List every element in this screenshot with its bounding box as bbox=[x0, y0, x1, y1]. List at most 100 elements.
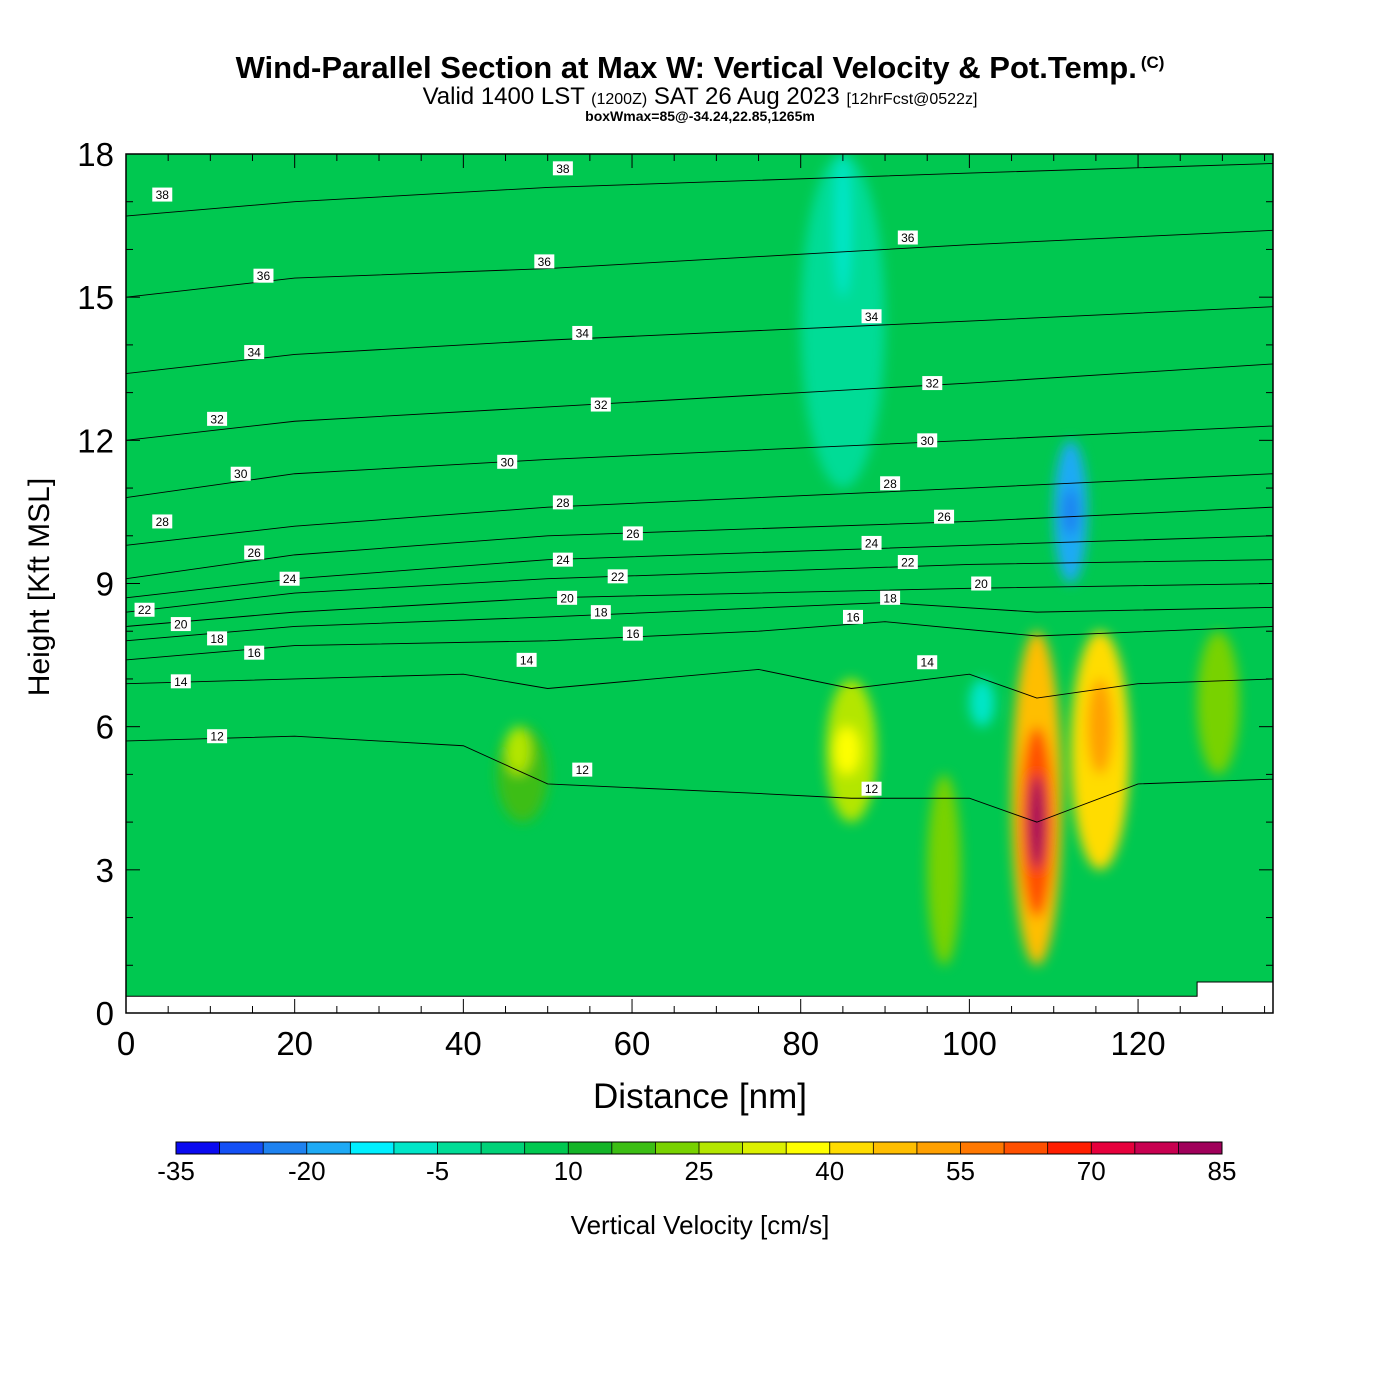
contour-label-box bbox=[572, 325, 593, 340]
colorbar-tick-label: 40 bbox=[815, 1156, 844, 1186]
y-tick-label: 0 bbox=[96, 995, 114, 1032]
contour-label-box bbox=[552, 161, 573, 176]
colorbar-swatch bbox=[176, 1142, 221, 1154]
colorbar-swatch bbox=[263, 1142, 308, 1154]
theta-contour-line bbox=[126, 229, 1273, 298]
contour-label: 30 bbox=[234, 467, 248, 481]
velocity-cell bbox=[834, 726, 860, 775]
contour-label: 20 bbox=[560, 591, 574, 605]
contour-label: 36 bbox=[901, 231, 915, 245]
theta-contour-line bbox=[126, 583, 1273, 627]
colorbar-swatch bbox=[306, 1142, 351, 1154]
valid-time: Valid 1400 LST bbox=[422, 83, 585, 110]
contour-label: 16 bbox=[248, 646, 262, 660]
x-tick-label: 60 bbox=[614, 1025, 651, 1062]
theta-contour-line bbox=[126, 668, 1273, 699]
contour-label-box bbox=[170, 617, 191, 632]
theta-contour-line bbox=[126, 735, 1273, 823]
velocity-cell bbox=[1062, 488, 1080, 536]
contour-label: 30 bbox=[921, 434, 935, 448]
colorbar-swatch bbox=[481, 1142, 526, 1154]
contour-label: 16 bbox=[846, 610, 860, 624]
contour-label-box bbox=[861, 535, 882, 550]
contour-label-box bbox=[572, 762, 593, 777]
colorbar-tick-label: 25 bbox=[685, 1156, 714, 1186]
colorbar-swatch bbox=[524, 1142, 569, 1154]
contour-label-box bbox=[230, 466, 251, 481]
contour-label: 12 bbox=[210, 730, 224, 744]
contour-label-box bbox=[552, 552, 573, 567]
contour-label-box bbox=[934, 509, 955, 524]
contour-label-box bbox=[897, 555, 918, 570]
contour-label: 32 bbox=[594, 398, 608, 412]
contour-label-box bbox=[590, 397, 611, 412]
colorbar-swatch bbox=[655, 1142, 700, 1154]
contour-label-box bbox=[897, 230, 918, 245]
contour-label-box bbox=[152, 514, 173, 529]
contour-label: 28 bbox=[556, 496, 570, 510]
colorbar-tick-label: 10 bbox=[554, 1156, 583, 1186]
y-tick-label: 6 bbox=[96, 709, 114, 746]
contour-label: 24 bbox=[283, 572, 297, 586]
colorbar-frame bbox=[175, 1141, 1223, 1155]
contour-label-box bbox=[244, 345, 265, 360]
contour-label-box bbox=[880, 476, 901, 491]
contour-label-box bbox=[861, 781, 882, 796]
colorbar: -35 -20 -5 10 25 40 55 70 85 bbox=[157, 1141, 1236, 1186]
colorbar-tick-label: -35 bbox=[157, 1156, 195, 1186]
velocity-cell bbox=[927, 774, 961, 966]
valid-date: SAT 26 Aug 2023 bbox=[653, 83, 840, 110]
contour-label-box bbox=[552, 495, 573, 510]
contour-label: 24 bbox=[556, 553, 570, 567]
chart-subtitle: Valid 1400 LST (1200Z) SAT 26 Aug 2023 [… bbox=[0, 83, 1400, 111]
contour-label: 26 bbox=[626, 527, 640, 541]
contour-label-box bbox=[971, 576, 992, 591]
velocity-field bbox=[497, 154, 1240, 966]
contour-label: 18 bbox=[883, 591, 897, 605]
contour-label-box bbox=[244, 645, 265, 660]
colorbar-swatch bbox=[437, 1142, 482, 1154]
theta-contour-line bbox=[126, 621, 1273, 661]
theta-contour-line bbox=[126, 363, 1273, 441]
contour-label-box bbox=[622, 526, 643, 541]
chart-title-text: Wind-Parallel Section at Max W: Vertical… bbox=[235, 50, 1137, 85]
contour-labels: 38 38 36 36 36 34 34 34 32 32 32 30 30 30 28 28 28 26 26 26… bbox=[134, 161, 992, 796]
colorbar-swatch bbox=[916, 1142, 961, 1154]
terrain-fill bbox=[126, 981, 1273, 1013]
contour-label: 38 bbox=[556, 162, 570, 176]
contour-label-box bbox=[842, 609, 863, 624]
contour-label: 24 bbox=[865, 536, 879, 550]
contour-label-box bbox=[170, 674, 191, 689]
colorbar-tick-label: -5 bbox=[426, 1156, 449, 1186]
contour-label: 20 bbox=[174, 618, 188, 632]
contour-label: 36 bbox=[538, 255, 552, 269]
contour-label-box bbox=[880, 590, 901, 605]
x-tick-label: 20 bbox=[276, 1025, 313, 1062]
contour-label-box bbox=[557, 590, 578, 605]
contour-label-box bbox=[516, 652, 537, 667]
x-tick-label: 80 bbox=[782, 1025, 819, 1062]
colorbar-tick-label: 70 bbox=[1077, 1156, 1106, 1186]
chart-title: Wind-Parallel Section at Max W: Vertical… bbox=[0, 50, 1400, 86]
contour-label-box bbox=[207, 411, 228, 426]
y-tick-label: 15 bbox=[77, 279, 114, 316]
colorbar-swatch bbox=[1134, 1142, 1179, 1154]
contour-label-box bbox=[534, 254, 555, 269]
contour-label: 20 bbox=[975, 577, 989, 591]
contour-label: 16 bbox=[626, 627, 640, 641]
contour-label: 36 bbox=[257, 269, 271, 283]
contour-label: 14 bbox=[921, 656, 935, 670]
contour-label: 14 bbox=[520, 653, 534, 667]
x-axis-label: Distance [nm] bbox=[593, 1077, 807, 1116]
theta-contour-line bbox=[126, 306, 1273, 374]
copyright-mark: (C) bbox=[1140, 53, 1165, 72]
contour-label-box bbox=[253, 268, 274, 283]
colorbar-tick-label: 55 bbox=[946, 1156, 975, 1186]
colorbar-swatch bbox=[393, 1142, 438, 1154]
contour-label: 22 bbox=[901, 556, 915, 570]
colorbar-swatch bbox=[786, 1142, 831, 1154]
x-tick-label: 40 bbox=[445, 1025, 482, 1062]
velocity-cell bbox=[834, 154, 852, 298]
